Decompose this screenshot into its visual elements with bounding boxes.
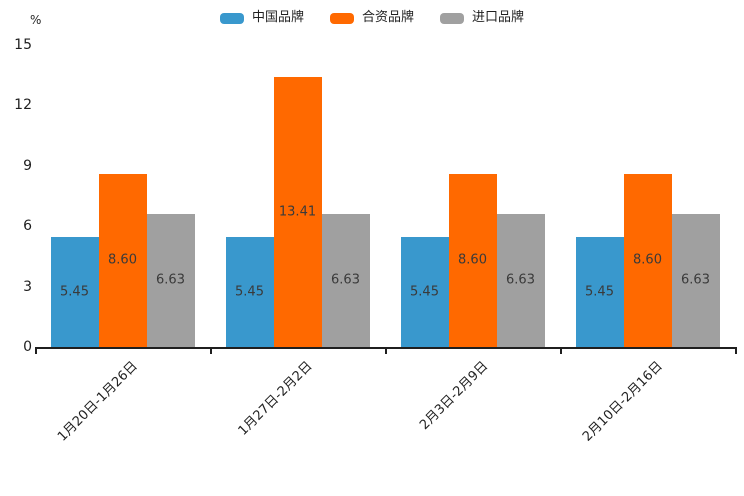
- bar: 13.41: [273, 77, 322, 347]
- legend-label: 进口品牌: [472, 10, 525, 25]
- x-tick-label: 1月27日-2月2日: [235, 358, 316, 439]
- x-axis-tick: [385, 349, 387, 354]
- x-tick-label: 2月10日-2月16日: [580, 358, 666, 445]
- bar: 8.60: [448, 173, 497, 347]
- bar: 6.63: [671, 213, 720, 347]
- bar: 5.45: [575, 237, 624, 347]
- x-axis-line: [35, 347, 737, 349]
- legend-label: 中国品牌: [251, 10, 304, 25]
- x-axis-tick: [210, 349, 212, 354]
- bar: 6.63: [321, 213, 370, 347]
- y-tick-label: 3: [23, 278, 32, 295]
- y-tick-label: 12: [14, 97, 32, 114]
- y-tick-label: 9: [23, 157, 32, 174]
- legend-item: 进口品牌: [440, 11, 524, 25]
- bar: 8.60: [623, 173, 672, 347]
- legend-label: 合资品牌: [361, 10, 414, 25]
- y-axis-unit-label: %: [30, 13, 42, 27]
- bar-value-label: 6.63: [681, 272, 710, 288]
- bar: 8.60: [98, 173, 147, 347]
- bar-value-label: 6.63: [331, 272, 360, 288]
- bar-value-label: 5.45: [585, 284, 614, 300]
- legend-item: 合资品牌: [329, 10, 414, 25]
- legend-swatch: [440, 12, 464, 24]
- bar-value-label: 8.60: [108, 252, 137, 268]
- bar-value-label: 6.63: [506, 272, 535, 288]
- bar: 6.63: [496, 213, 545, 347]
- bar-value-label: 5.45: [235, 284, 264, 300]
- bar-value-label: 8.60: [458, 252, 487, 268]
- plot-area: 5.45 8.60 6.63 5.45 13.41 6.63 5.45 8.60 6.63 5.4…: [35, 45, 735, 347]
- legend-swatch: [329, 12, 354, 24]
- bar-value-label: 6.63: [156, 272, 185, 288]
- bar-value-label: 13.41: [278, 204, 317, 220]
- bar-value-label: 8.60: [633, 252, 662, 268]
- y-tick-label: 6: [23, 218, 32, 235]
- y-tick-label: 15: [14, 37, 32, 53]
- legend-item: 中国品牌: [219, 10, 304, 25]
- bar: 6.63: [146, 213, 195, 347]
- bar-value-label: 5.45: [60, 284, 89, 300]
- bar: 5.45: [50, 237, 99, 347]
- x-axis-tick: [735, 349, 737, 354]
- bar-value-label: 5.45: [410, 284, 439, 300]
- bar: 5.45: [400, 237, 449, 347]
- y-tick-label: 0: [23, 339, 32, 355]
- x-axis-tick: [560, 349, 562, 354]
- bar: 5.45: [225, 237, 274, 347]
- legend-swatch: [219, 12, 244, 24]
- chart-legend: 中国品牌 合资品牌 进口品牌: [0, 8, 744, 28]
- x-tick-label: 2月3日-2月9日: [416, 358, 491, 433]
- x-axis-tick: [35, 349, 37, 354]
- x-tick-label: 1月20日-1月26日: [55, 358, 141, 445]
